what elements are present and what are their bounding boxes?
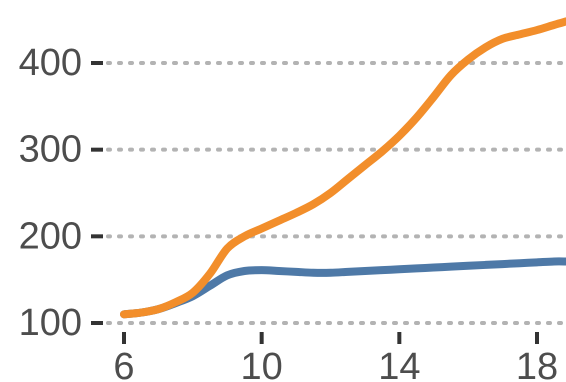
grid-lines (106, 61, 566, 325)
series-line-0 (120, 17, 566, 319)
y-tick-label-300: 300 (19, 129, 82, 171)
y-tick-label-100: 100 (19, 302, 82, 344)
x-tick-label-10: 10 (241, 346, 283, 382)
series-lines (120, 17, 566, 319)
y-axis: 100 200 300 400 (19, 42, 103, 344)
x-tick-label-14: 14 (378, 346, 420, 382)
x-tick-label-18: 18 (516, 346, 558, 382)
x-axis: 6 10 14 18 (113, 332, 558, 382)
series-line-1 (120, 257, 566, 319)
y-tick-label-400: 400 (19, 42, 82, 84)
x-tick-label-6: 6 (113, 346, 134, 382)
y-tick-label-200: 200 (19, 215, 82, 257)
